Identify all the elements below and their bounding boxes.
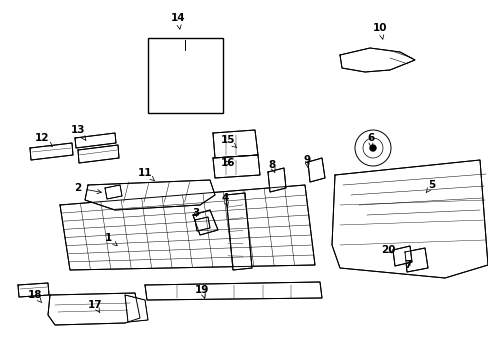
Circle shape (369, 145, 375, 151)
Polygon shape (213, 130, 258, 158)
Text: 2: 2 (74, 183, 101, 194)
Polygon shape (125, 295, 148, 322)
Polygon shape (155, 55, 215, 95)
Text: 18: 18 (28, 290, 42, 303)
Polygon shape (105, 185, 122, 199)
Polygon shape (48, 293, 140, 325)
Text: 8: 8 (268, 160, 275, 173)
Text: 11: 11 (138, 168, 154, 181)
Polygon shape (267, 168, 285, 192)
Polygon shape (160, 55, 180, 73)
Text: 9: 9 (303, 155, 310, 168)
Polygon shape (307, 158, 325, 182)
Text: 3: 3 (192, 208, 199, 218)
Text: 20: 20 (380, 245, 394, 255)
Polygon shape (75, 133, 116, 148)
Text: 15: 15 (220, 135, 236, 148)
Polygon shape (18, 283, 49, 297)
Polygon shape (193, 210, 218, 235)
Circle shape (354, 130, 390, 166)
Text: 5: 5 (425, 180, 435, 193)
Text: 14: 14 (170, 13, 185, 29)
Polygon shape (225, 193, 251, 270)
Polygon shape (404, 248, 427, 272)
Text: 16: 16 (220, 158, 235, 168)
Polygon shape (78, 145, 119, 163)
Polygon shape (392, 246, 411, 266)
Text: 17: 17 (87, 300, 102, 313)
Text: 1: 1 (104, 233, 117, 246)
Polygon shape (85, 180, 215, 210)
Bar (148, 38, 223, 113)
Polygon shape (331, 160, 487, 278)
Polygon shape (195, 217, 209, 231)
Text: 13: 13 (71, 125, 86, 140)
Text: 7: 7 (404, 260, 411, 270)
Text: 12: 12 (35, 133, 52, 147)
Polygon shape (213, 155, 260, 178)
Text: 4: 4 (221, 193, 228, 206)
Text: 6: 6 (366, 133, 374, 147)
Polygon shape (145, 282, 321, 300)
Polygon shape (60, 185, 314, 270)
Circle shape (362, 138, 382, 158)
Polygon shape (339, 48, 414, 72)
Text: 10: 10 (372, 23, 386, 39)
Text: 19: 19 (194, 285, 209, 298)
Polygon shape (30, 143, 73, 160)
